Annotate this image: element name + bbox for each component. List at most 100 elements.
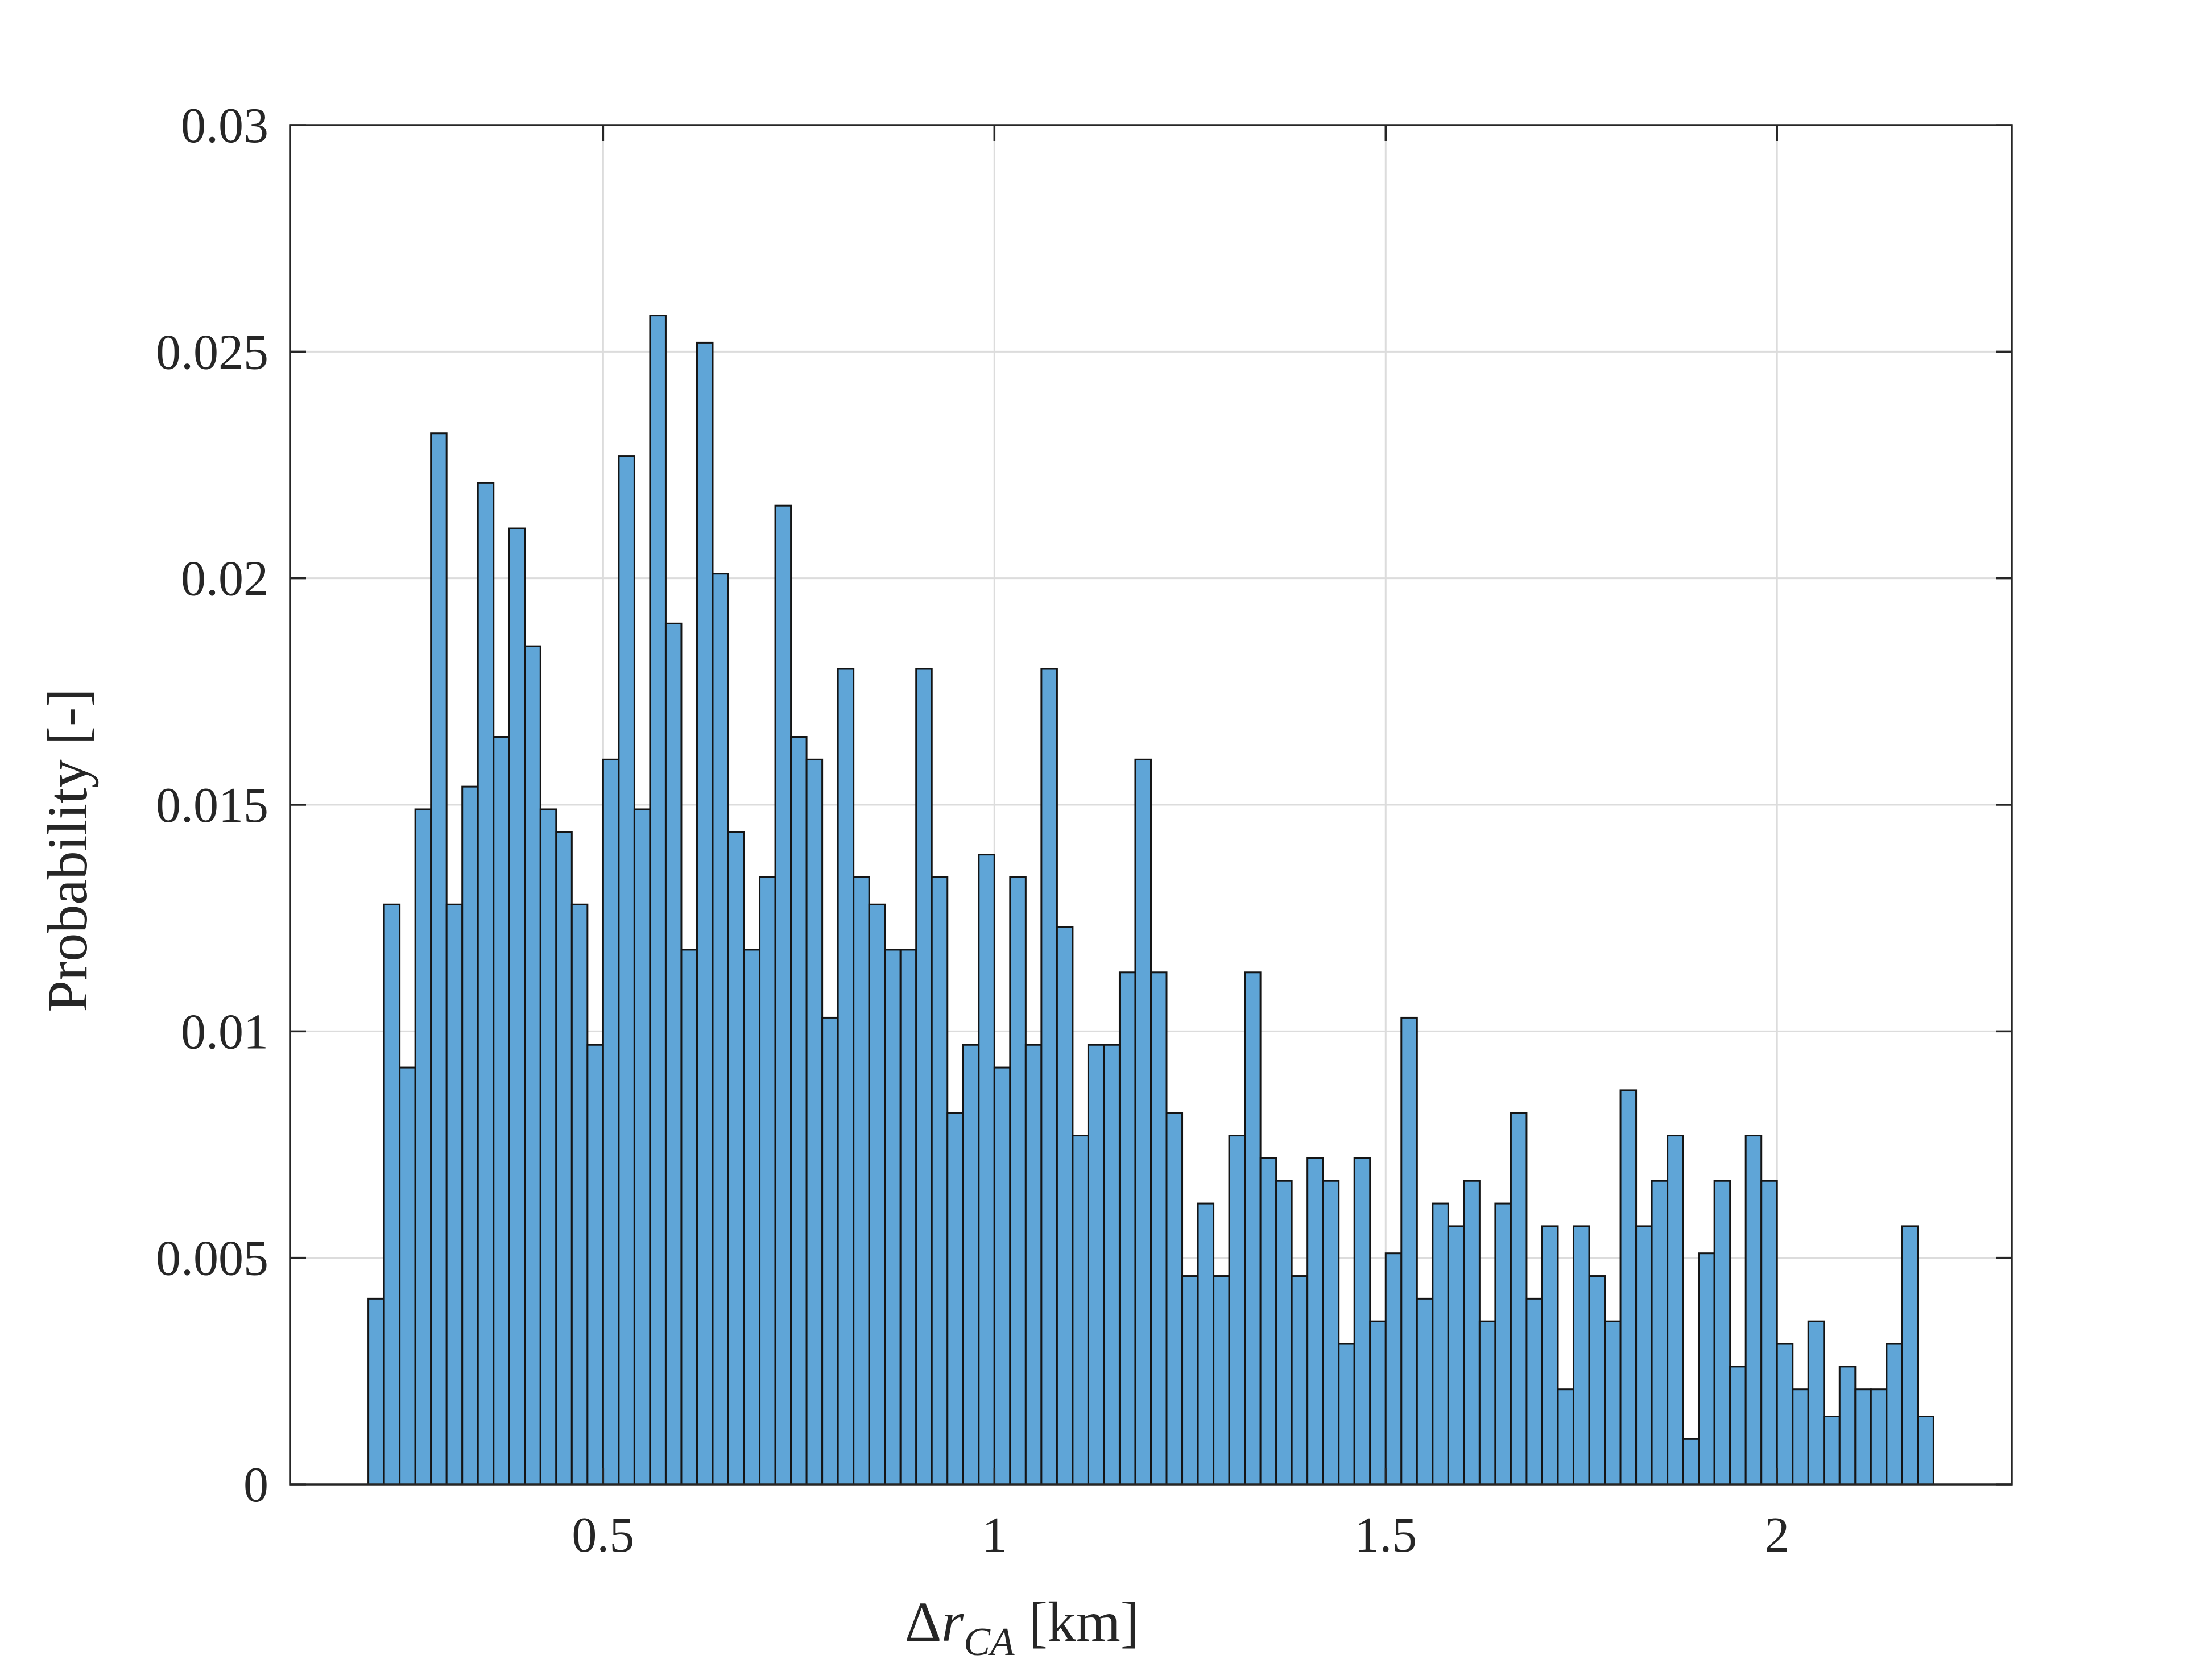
histogram-bar xyxy=(1432,1202,1449,1486)
histogram-bar xyxy=(946,1112,964,1486)
histogram-bar xyxy=(461,785,479,1486)
histogram-bar xyxy=(1197,1202,1215,1486)
histogram-bar xyxy=(414,808,432,1486)
histogram-bar xyxy=(727,831,745,1486)
histogram-bar xyxy=(1322,1180,1340,1486)
y-tick-label: 0.025 xyxy=(156,325,268,380)
histogram-bar xyxy=(1087,1044,1105,1486)
histogram-bar xyxy=(1698,1252,1715,1486)
histogram-bar xyxy=(1291,1275,1309,1486)
histogram-bar xyxy=(1635,1225,1653,1486)
y-tick-label: 0.02 xyxy=(181,552,268,607)
histogram-bar xyxy=(1886,1343,1903,1486)
histogram-bar xyxy=(1713,1180,1731,1486)
histogram-bar xyxy=(1541,1225,1559,1486)
histogram-bar xyxy=(493,736,510,1486)
y-axis-label: Probability [-] xyxy=(36,688,99,1012)
histogram-bar xyxy=(759,876,776,1486)
histogram-bar xyxy=(618,455,635,1486)
histogram-bar xyxy=(1776,1343,1794,1486)
histogram-bar xyxy=(477,482,495,1486)
histogram-bar xyxy=(1478,1320,1496,1486)
y-tick-label: 0.015 xyxy=(156,778,268,833)
histogram-bar xyxy=(1682,1438,1700,1486)
histogram-bar xyxy=(1259,1157,1277,1486)
histogram-bar xyxy=(743,949,761,1486)
histogram-bar xyxy=(774,504,792,1486)
histogram-bar xyxy=(1604,1320,1622,1486)
histogram-bar xyxy=(1040,668,1058,1486)
histogram-bar xyxy=(884,949,902,1486)
histogram-bar xyxy=(1306,1157,1324,1486)
histogram-bar xyxy=(1369,1320,1387,1486)
histogram-bar xyxy=(508,527,526,1486)
histogram-bar xyxy=(1416,1297,1434,1486)
y-tick-label: 0 xyxy=(243,1458,268,1513)
histogram-bar xyxy=(1244,971,1262,1486)
histogram-bar xyxy=(931,876,949,1486)
histogram-bar xyxy=(1072,1135,1089,1486)
histogram-bar xyxy=(1150,971,1168,1486)
histogram-bar xyxy=(978,854,995,1486)
histogram-bar xyxy=(555,831,573,1486)
histogram-bar xyxy=(1572,1225,1590,1486)
histogram-bar xyxy=(1213,1275,1230,1486)
y-tick-label: 0.01 xyxy=(181,1004,268,1060)
histogram-bar xyxy=(1823,1416,1841,1486)
x-tick-label: 2 xyxy=(1764,1508,1789,1563)
x-axis-label-delta: Δ xyxy=(905,1590,941,1653)
histogram-bar xyxy=(1384,1252,1403,1486)
histogram-bar xyxy=(1760,1180,1778,1486)
histogram-bar xyxy=(899,949,917,1486)
histogram-bar xyxy=(1525,1297,1543,1486)
histogram-bar xyxy=(367,1297,385,1486)
histogram-bar xyxy=(962,1044,980,1486)
histogram-bar xyxy=(1744,1135,1763,1486)
histogram-bar xyxy=(383,903,401,1486)
histogram-bar xyxy=(993,1066,1011,1486)
histogram-bar xyxy=(586,1044,604,1486)
histogram-bar xyxy=(1056,926,1074,1486)
histogram-bar xyxy=(633,808,651,1486)
tick-marks xyxy=(290,124,2012,1486)
histogram-bar xyxy=(1667,1135,1684,1486)
histogram-bar xyxy=(1118,971,1136,1486)
histogram-bar xyxy=(524,645,541,1486)
histogram-bar xyxy=(399,1066,416,1486)
histogram-bar xyxy=(1353,1157,1371,1486)
x-tick-label: 0.5 xyxy=(572,1508,634,1563)
histogram-bar xyxy=(1557,1388,1574,1486)
histogram-bar xyxy=(680,949,698,1486)
histogram-bar xyxy=(1228,1135,1246,1486)
histogram-bar xyxy=(1807,1320,1825,1486)
histogram-bar xyxy=(1917,1416,1934,1486)
histogram-bar xyxy=(696,341,714,1486)
histogram-bar xyxy=(570,903,589,1486)
histogram-bar xyxy=(1338,1343,1355,1486)
histogram-bar xyxy=(790,736,808,1486)
histogram-bar xyxy=(1651,1180,1669,1486)
histogram-bar xyxy=(1024,1044,1043,1486)
y-tick-label: 0.03 xyxy=(181,98,268,154)
bars xyxy=(367,315,1934,1486)
histogram-bar xyxy=(664,622,683,1486)
histogram-bar xyxy=(1838,1366,1857,1486)
histogram-bar xyxy=(1165,1112,1184,1486)
histogram-bar xyxy=(1870,1388,1888,1486)
histogram-bar xyxy=(1400,1016,1418,1486)
histogram-bar xyxy=(649,315,667,1486)
histogram-bar xyxy=(1729,1366,1747,1486)
histogram-bar xyxy=(1009,876,1027,1486)
histogram-bar xyxy=(1619,1089,1638,1486)
histogram-bar xyxy=(915,668,933,1486)
x-axis-label-variable: r xyxy=(941,1590,964,1653)
histogram-bar xyxy=(1447,1225,1465,1486)
histogram-bar xyxy=(1792,1388,1809,1486)
x-tick-labels: 0.5 1 1.5 2 xyxy=(572,1508,1789,1563)
y-tick-label: 0.005 xyxy=(156,1231,268,1286)
histogram-bar xyxy=(1901,1225,1919,1486)
histogram-bar xyxy=(868,903,886,1486)
histogram-bar xyxy=(837,668,855,1486)
histogram-bar xyxy=(602,758,620,1486)
histogram-bar xyxy=(539,808,557,1486)
